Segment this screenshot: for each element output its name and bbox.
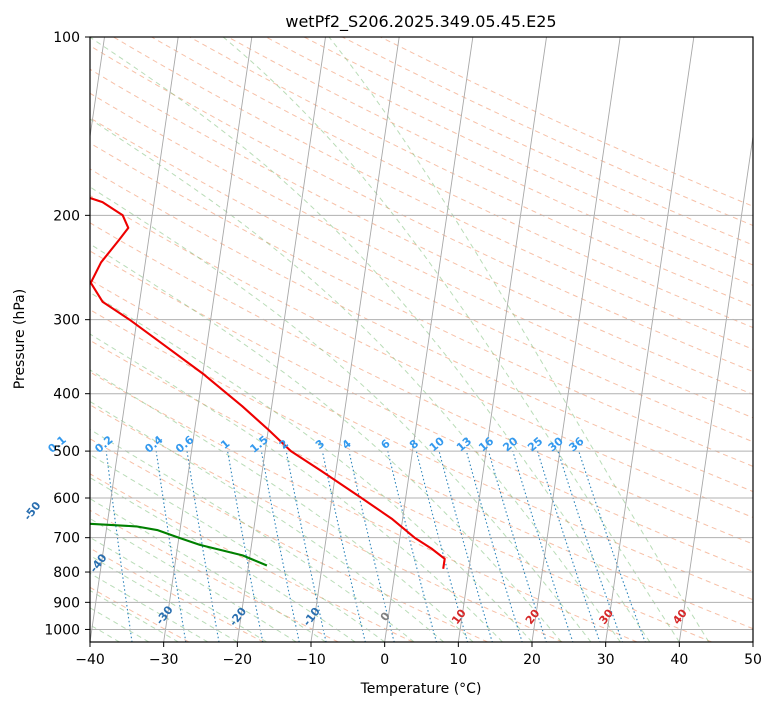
moist-adiabat (90, 243, 562, 642)
y-tick-label: 600 (53, 491, 80, 507)
y-tick-label: 500 (53, 444, 80, 460)
moist-adiabats (90, 37, 710, 642)
isotherm-line (163, 37, 253, 642)
y-tick-label: 800 (53, 565, 80, 581)
x-tick-label: 10 (449, 652, 467, 668)
profile-lines (90, 196, 446, 569)
chart-title: wetPf2_S206.2025.349.05.45.E25 (285, 12, 556, 32)
x-tick-label: 40 (670, 652, 688, 668)
isotherms (90, 37, 753, 642)
x-tick-label: 30 (597, 652, 615, 668)
dry-adiabat (90, 309, 753, 630)
isotherm-line (236, 37, 326, 642)
y-tick-label: 200 (53, 208, 80, 224)
dry-adiabat (90, 509, 339, 642)
moist-adiabat (90, 572, 209, 642)
moist-adiabat (90, 291, 533, 642)
y-tick-label: 700 (53, 531, 80, 547)
x-tick-label: −20 (223, 652, 253, 668)
isotherm-line (531, 37, 621, 642)
moist-adiabat (90, 454, 385, 642)
dry-adiabat (90, 45, 753, 373)
moist-adiabat (328, 37, 710, 642)
y-axis: 100 200 300 400 500 600 700 800 900 1000 (44, 30, 90, 638)
isotherm-line (752, 638, 753, 642)
dry-adiabat (90, 547, 264, 642)
x-tick-label: 50 (744, 652, 762, 668)
dry-adiabat (90, 404, 563, 642)
y-tick-label: 100 (53, 30, 80, 46)
dry-adiabats (90, 37, 753, 642)
moist-adiabat (90, 476, 356, 642)
y-tick-label: 1000 (44, 622, 80, 638)
dry-adiabat (189, 37, 753, 307)
y-tick-label: 300 (53, 313, 80, 329)
moist-adiabat (90, 400, 444, 642)
isotherm-line (457, 37, 547, 642)
isotherm-line (605, 37, 695, 642)
dry-adiabat (90, 168, 753, 493)
plot-background (90, 37, 753, 642)
profile-series-line (90, 196, 446, 569)
y-tick-label: 900 (53, 595, 80, 611)
dry-adiabat (90, 194, 753, 518)
isotherm-line (384, 37, 474, 642)
moist-adiabat (90, 333, 503, 642)
moist-adiabat (90, 186, 592, 642)
x-axis-title: Temperature (°C) (360, 681, 482, 697)
moist-adiabat (90, 589, 179, 642)
moist-adiabat (90, 554, 238, 642)
isotherm-line (310, 37, 400, 642)
x-tick-label: 20 (523, 652, 541, 668)
moist-adiabat (222, 37, 680, 642)
isotherm-label: -50 (21, 499, 44, 523)
y-tick-label: 400 (53, 387, 80, 403)
moist-adiabat (90, 118, 621, 642)
x-tick-label: 0 (380, 652, 389, 668)
x-tick-label: −40 (75, 652, 105, 668)
x-axis: −40 −30 −20 −10 0 10 20 30 40 50 (75, 642, 762, 668)
dry-adiabat (90, 339, 712, 642)
dry-adiabat (151, 37, 753, 329)
x-tick-label: −10 (296, 652, 326, 668)
dry-adiabat (90, 438, 488, 642)
dry-adiabat (90, 142, 753, 467)
dry-adiabat (90, 371, 638, 642)
mixing-ratio-labels: 0.1 0.2 0.4 0.6 1 1.5 2 3 4 6 8 10 13 16 20 25 30 36 (45, 433, 586, 456)
y-axis-title: Pressure (hPa) (12, 289, 28, 389)
plot-frame (89, 36, 754, 643)
moist-adiabat (90, 369, 474, 642)
isotherm-line (90, 37, 179, 642)
isobars (90, 37, 753, 630)
dry-adiabat (90, 92, 753, 419)
x-tick-label: −30 (149, 652, 179, 668)
moist-adiabat (90, 536, 268, 642)
